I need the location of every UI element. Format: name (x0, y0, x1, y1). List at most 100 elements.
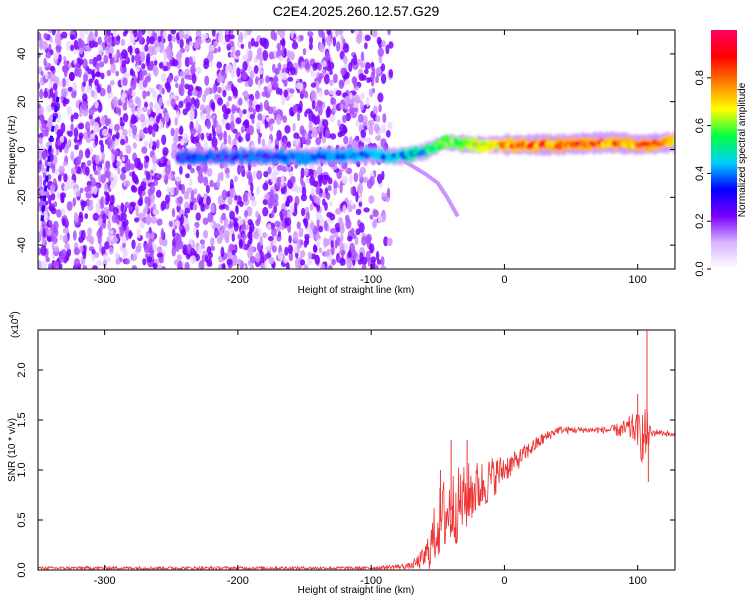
noise-blob (74, 213, 79, 223)
noise-blob (43, 90, 48, 99)
noise-blob (311, 99, 316, 110)
noise-blob (242, 61, 248, 72)
noise-blob (75, 156, 81, 166)
noise-blob (248, 231, 253, 241)
noise-blob (178, 225, 183, 231)
noise-blob (259, 235, 263, 247)
noise-blob (141, 146, 148, 154)
noise-blob (152, 179, 159, 186)
noise-blob (317, 214, 323, 221)
noise-blob (170, 127, 175, 137)
noise-blob (197, 173, 204, 184)
noise-blob (39, 88, 44, 100)
noise-blob (304, 167, 309, 177)
noise-blob (221, 212, 227, 221)
noise-blob (163, 159, 167, 167)
noise-blob (164, 111, 170, 123)
noise-blob (309, 175, 316, 186)
noise-blob (341, 114, 347, 123)
noise-blob (38, 247, 41, 256)
noise-blob (262, 199, 268, 206)
noise-blob (163, 52, 167, 63)
noise-blob (339, 80, 345, 87)
band-peak (669, 138, 673, 145)
noise-blob (288, 244, 293, 255)
noise-blob (88, 107, 95, 116)
noise-blob (326, 35, 333, 47)
noise-blob (115, 70, 120, 77)
noise-blob (225, 101, 230, 108)
noise-blob (267, 236, 274, 242)
noise-blob (322, 60, 327, 68)
noise-blob (355, 208, 362, 216)
noise-blob (369, 176, 375, 186)
noise-blob (152, 208, 159, 216)
noise-blob (276, 164, 284, 171)
noise-blob (122, 104, 128, 111)
noise-blob (352, 54, 358, 66)
noise-blob (296, 239, 301, 245)
noise-blob (62, 161, 68, 167)
colorbar-tick-label: 0.8 (694, 70, 706, 85)
noise-blob (158, 97, 163, 107)
noise-blob (107, 35, 112, 43)
noise-blob (136, 111, 141, 118)
noise-blob (347, 235, 353, 242)
noise-blob (305, 236, 310, 246)
noise-blob (117, 167, 121, 175)
noise-blob (75, 191, 81, 197)
noise-blob (323, 237, 328, 248)
noise-blob (206, 195, 211, 206)
noise-blob (238, 258, 242, 267)
spectrogram-heatmap (38, 30, 675, 269)
band-peak (255, 153, 261, 158)
noise-blob (41, 150, 47, 161)
noise-blob (94, 30, 98, 38)
noise-blob (134, 54, 141, 64)
noise-blob (129, 70, 136, 77)
noise-blob (194, 98, 200, 109)
noise-blob (340, 248, 345, 258)
band-peak (335, 153, 341, 160)
noise-blob (376, 173, 383, 184)
noise-blob (53, 201, 58, 208)
snr-y-label: SNR (10 * v/v) (7, 418, 18, 482)
noise-blob (270, 30, 276, 40)
noise-blob (106, 84, 112, 94)
noise-blob (94, 79, 99, 86)
noise-blob (147, 124, 153, 135)
noise-blob (203, 139, 208, 151)
noise-blob (146, 53, 151, 63)
noise-blob (304, 110, 308, 118)
noise-blob (286, 50, 292, 58)
noise-blob (300, 61, 306, 69)
noise-blob (355, 34, 362, 44)
noise-blob (44, 72, 49, 80)
noise-blob (45, 256, 50, 263)
noise-blob (307, 258, 313, 266)
noise-blob (86, 160, 92, 167)
noise-blob (352, 259, 356, 266)
noise-blob (249, 70, 255, 80)
noise-blob (107, 219, 111, 231)
noise-blob (50, 192, 56, 201)
noise-blob (139, 71, 144, 81)
snr-background (38, 330, 675, 570)
noise-blob (128, 231, 133, 237)
noise-blob (358, 171, 364, 179)
noise-blob (322, 119, 329, 128)
noise-blob (195, 86, 202, 92)
noise-blob (243, 119, 250, 129)
noise-blob (128, 88, 133, 98)
noise-blob (283, 195, 288, 202)
noise-blob (91, 70, 96, 81)
noise-blob (205, 104, 211, 115)
noise-blob (316, 238, 321, 248)
noise-blob (330, 96, 335, 105)
noise-blob (203, 61, 210, 70)
band-peak (322, 154, 327, 160)
noise-blob (70, 44, 75, 52)
noise-blob (48, 194, 52, 206)
noise-blob (302, 48, 307, 56)
noise-blob (89, 133, 95, 140)
